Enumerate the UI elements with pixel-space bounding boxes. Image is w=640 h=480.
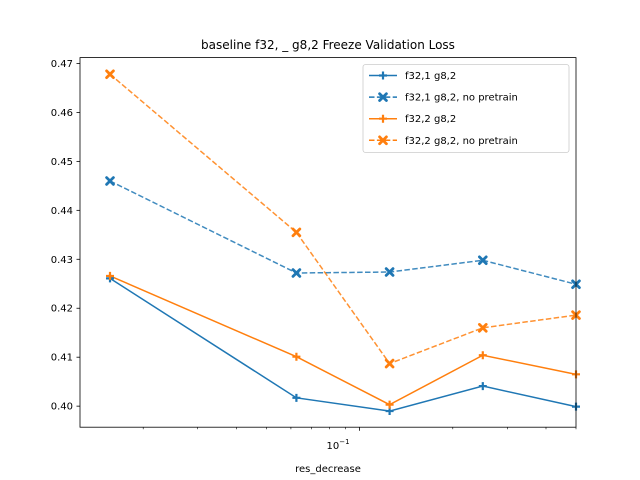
data-point — [105, 69, 115, 80]
data-point — [105, 176, 115, 186]
y-tick-label: 0.43 — [51, 255, 73, 266]
legend-entry: f32,2 g8,2 — [405, 114, 456, 125]
y-tick-label: 0.47 — [51, 59, 73, 70]
data-point — [478, 323, 488, 333]
legend-entry: f32,1 g8,2 — [405, 71, 456, 82]
x-axis — [142, 427, 577, 431]
data-point — [292, 352, 301, 361]
data-point — [478, 351, 487, 360]
data-point — [478, 255, 488, 266]
legend-marker — [378, 135, 388, 146]
legend-marker — [379, 114, 387, 123]
y-tick-label: 0.46 — [51, 108, 73, 119]
legend-marker — [378, 92, 388, 102]
y-tick-label: 0.44 — [51, 206, 73, 217]
data-point — [292, 393, 301, 402]
y-tick-label: 0.45 — [51, 157, 73, 168]
x-axis-label: res_decrease — [295, 464, 361, 475]
series-line-2 — [109, 180, 577, 285]
data-point — [291, 268, 302, 278]
legend-box — [362, 64, 570, 153]
x-tick-base: 10 — [326, 441, 339, 452]
legend-marker — [379, 71, 387, 80]
y-tick-label: 0.42 — [51, 304, 73, 315]
legend-entry: f32,2 g8,2, no pretrain — [405, 136, 518, 147]
data-point — [384, 267, 395, 277]
x-tick-exponent: −1 — [339, 438, 349, 446]
data-point — [478, 382, 487, 391]
data-point — [385, 400, 394, 409]
x-major-tick-label: 10−1 — [326, 438, 349, 452]
data-point — [291, 227, 302, 238]
series-line-3 — [109, 275, 577, 406]
y-tick-label: 0.41 — [51, 353, 73, 364]
data-point — [106, 271, 115, 280]
chart-title: baseline f32, _ g8,2 Freeze Validation L… — [201, 38, 455, 52]
plot-area — [79, 57, 577, 428]
y-tick-label: 0.40 — [51, 402, 73, 413]
series-markers — [105, 69, 581, 416]
data-point — [384, 358, 395, 369]
legend-entry: f32,1 g8,2, no pretrain — [405, 93, 518, 104]
legend: f32,1 g8,2 f32,1 g8,2, no pretrain f32,2 g… — [362, 64, 570, 153]
y-axis: 0.40 0.41 0.42 0.43 0.44 0.45 0.46 0.47 — [51, 59, 80, 413]
